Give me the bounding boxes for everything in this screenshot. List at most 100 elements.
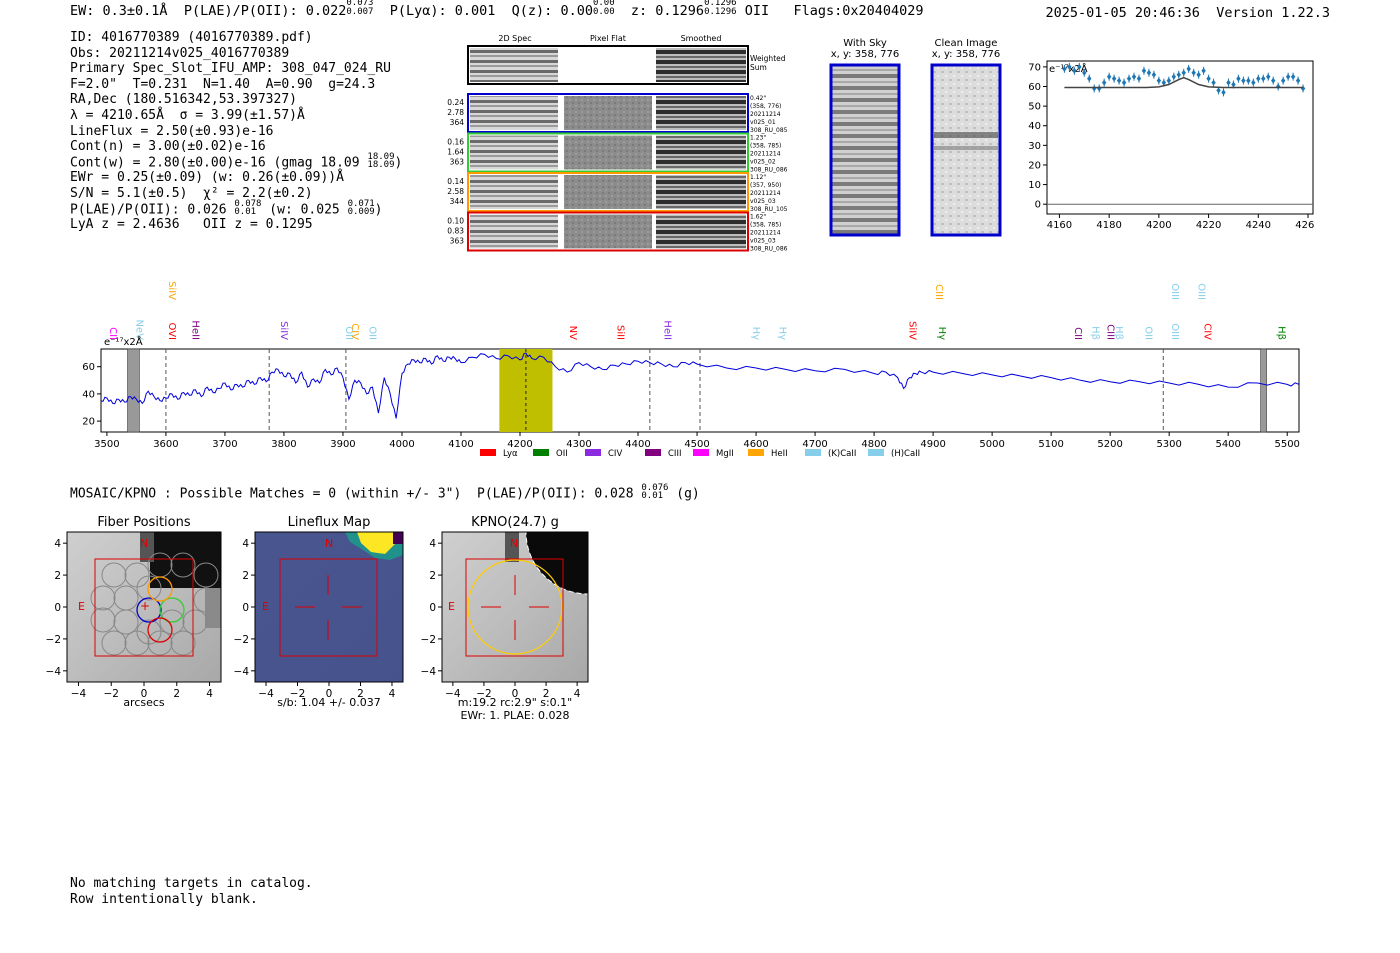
- cutout-col-label-pixelflat: Pixel Flat: [590, 34, 626, 43]
- panel-y-tick-label: 0: [429, 602, 436, 614]
- mosaic-band: (g): [676, 486, 700, 502]
- cutout-row-left-label: 364: [450, 118, 465, 127]
- cutout-col-label-smoothed: Smoothed: [681, 34, 722, 43]
- lineflux-title: Lineflux Map: [288, 515, 371, 530]
- panel-x-tick-label: 0: [141, 688, 148, 700]
- zoom-data-point: [1106, 72, 1112, 81]
- zoom-data-point: [1146, 68, 1152, 77]
- kpno-axes: −4 −4 −2 −2 0 0 2 2 4 4: [421, 538, 581, 700]
- zoom-fit-line: [1064, 76, 1304, 89]
- main-x-tick-label: 4400: [625, 439, 650, 450]
- line-id-glyph: CII: [1072, 327, 1083, 340]
- cutout-row-left-label: 0.16: [447, 138, 464, 147]
- legend-swatch: [805, 449, 821, 456]
- legend-entry: CIV: [585, 449, 622, 459]
- zoom-x-tick-label: 4160: [1047, 220, 1072, 231]
- zoom-data-point: [1280, 76, 1286, 85]
- line-id-glyph: SiII: [614, 325, 625, 340]
- fiber-circle: [136, 575, 162, 601]
- zoom-data-point: [1077, 62, 1082, 71]
- fiber-circle: [136, 619, 162, 645]
- header-z: z: 0.1296: [630, 3, 705, 19]
- line-id-glyph: CIV: [349, 323, 360, 340]
- cutout-row-right-label: 20211214: [750, 111, 781, 118]
- info-plae-row: P(LAE)/P(OII): 0.026 0.078 0.01 (w: 0.025…: [70, 198, 383, 218]
- main-x-tick-label: 4300: [566, 439, 591, 450]
- main-x-tick-label: 4800: [861, 439, 886, 450]
- line-id-glyph: Hγ: [750, 327, 761, 341]
- sky-images: [829, 63, 1002, 237]
- panel-x-tick-label: −4: [71, 688, 87, 700]
- zoom-y-tick-label: 50: [1028, 102, 1041, 113]
- panel-y-tick-label: 0: [242, 602, 249, 614]
- fiber-positions-panel: Fiber Positions N E + −4 −4 −2 −2 0 0 2 2 4 4 arc…: [46, 515, 222, 709]
- mosaic-lo: 0.01: [641, 491, 664, 501]
- line-legend: Lyα OII CIV CIII MgII HeII (K)CaII (H)CaII: [480, 449, 920, 459]
- zoom-y-tick-label: 70: [1028, 62, 1041, 73]
- line-id-glyph: Hβ: [1275, 326, 1286, 340]
- main-x-tick-label: 4100: [448, 439, 473, 450]
- fiber-cutouts: 2D Spec Pixel Flat Smoothed Weighted Sum…: [447, 34, 788, 253]
- fiber-circle: [90, 585, 116, 611]
- fiber-aperture-box: [94, 558, 194, 657]
- zoom-y-tick-label: 60: [1028, 82, 1041, 93]
- line-id-glyph: OVI: [166, 323, 177, 341]
- main-x-tick-label: 4000: [389, 439, 414, 450]
- panel-x-tick-label: −2: [290, 688, 305, 700]
- zoom-data-point: [1151, 70, 1157, 79]
- legend-label: HeII: [771, 449, 788, 459]
- header-qz: Q(z): 0.00: [511, 3, 593, 19]
- line-id-glyph: CIII: [933, 284, 944, 300]
- main-axes: 3500 3600 3700 3800 3900 4000 4100 4200 4300 4400…: [82, 362, 1300, 450]
- mosaic-summary: MOSAIC/KPNO : Possible Matches = 0 (with…: [70, 484, 700, 502]
- header-plae: P(LAE)/P(OII): 0.022: [183, 3, 347, 19]
- fiber-north-label: N: [140, 537, 148, 550]
- info-plae-w-up: 0.071: [347, 198, 375, 209]
- main-x-tick-label: 5300: [1156, 439, 1181, 450]
- line-id-glyph: OII: [367, 326, 378, 340]
- cutout-row-left-label: 344: [450, 197, 465, 206]
- cutout-row-frame: [467, 211, 749, 252]
- info-contw-up: 18.09: [367, 151, 395, 162]
- legend-entry: CIII: [645, 449, 681, 459]
- panel-y-tick-label: −4: [421, 666, 437, 678]
- info-lambda: λ = 4210.65Å σ = 3.99(±1.57)Å: [70, 107, 305, 123]
- main-x-tick-label: 3600: [153, 439, 178, 450]
- line-id-glyph: Hβ: [1113, 326, 1124, 340]
- zoom-data-point: [1171, 72, 1176, 81]
- cutout-row-left-label: 0.14: [447, 177, 464, 186]
- fiber-east-label: E: [78, 600, 85, 613]
- line-id-glyph: NeV: [133, 320, 144, 341]
- legend-entry: OII: [533, 449, 568, 459]
- main-x-tick-label: 5400: [1215, 439, 1240, 450]
- fiber-circle: [90, 607, 116, 633]
- catalog-line-1: No matching targets in catalog.: [70, 876, 313, 891]
- panel-y-tick-label: 4: [429, 538, 436, 550]
- main-y-tick-label: 60: [82, 362, 95, 373]
- zoom-x-tick-label: 4180: [1096, 220, 1121, 231]
- zoom-data-point: [1186, 64, 1191, 73]
- lineflux-map-panel: Lineflux Map N E −4 −4 −2 −2 0 0 2 2 4 4 s/b: 1.0…: [234, 515, 404, 709]
- main-x-tick-label: 4200: [507, 439, 532, 450]
- legend-swatch: [585, 449, 601, 456]
- panel-y-tick-label: −2: [46, 634, 61, 646]
- clean-image: [930, 63, 1002, 237]
- lineflux-xlabel: s/b: 1.04 +/- 0.037: [277, 696, 381, 709]
- kpno-xlabel-2: EWr: 1. PLAE: 0.028: [460, 709, 569, 722]
- info-contw-lo: 18.09: [367, 159, 395, 170]
- zoom-x-tick-label: 4240: [1246, 220, 1271, 231]
- line-id-glyph: CIV: [1202, 323, 1213, 340]
- header-plya: P(Lyα): 0.001: [389, 3, 496, 19]
- zoom-data-point: [1246, 76, 1251, 85]
- line-id-glyph: OIII: [1196, 283, 1207, 300]
- line-id-glyph: SiIV: [278, 321, 289, 340]
- line-id-glyph: SiIV: [166, 281, 177, 300]
- with-sky-title: With Sky: [843, 38, 887, 49]
- main-x-tick-label: 4900: [920, 439, 945, 450]
- zoom-y-tick-label: 30: [1028, 141, 1041, 152]
- panel-x-tick-label: 4: [206, 688, 213, 700]
- cutout-row-left-label: 2.78: [447, 108, 464, 117]
